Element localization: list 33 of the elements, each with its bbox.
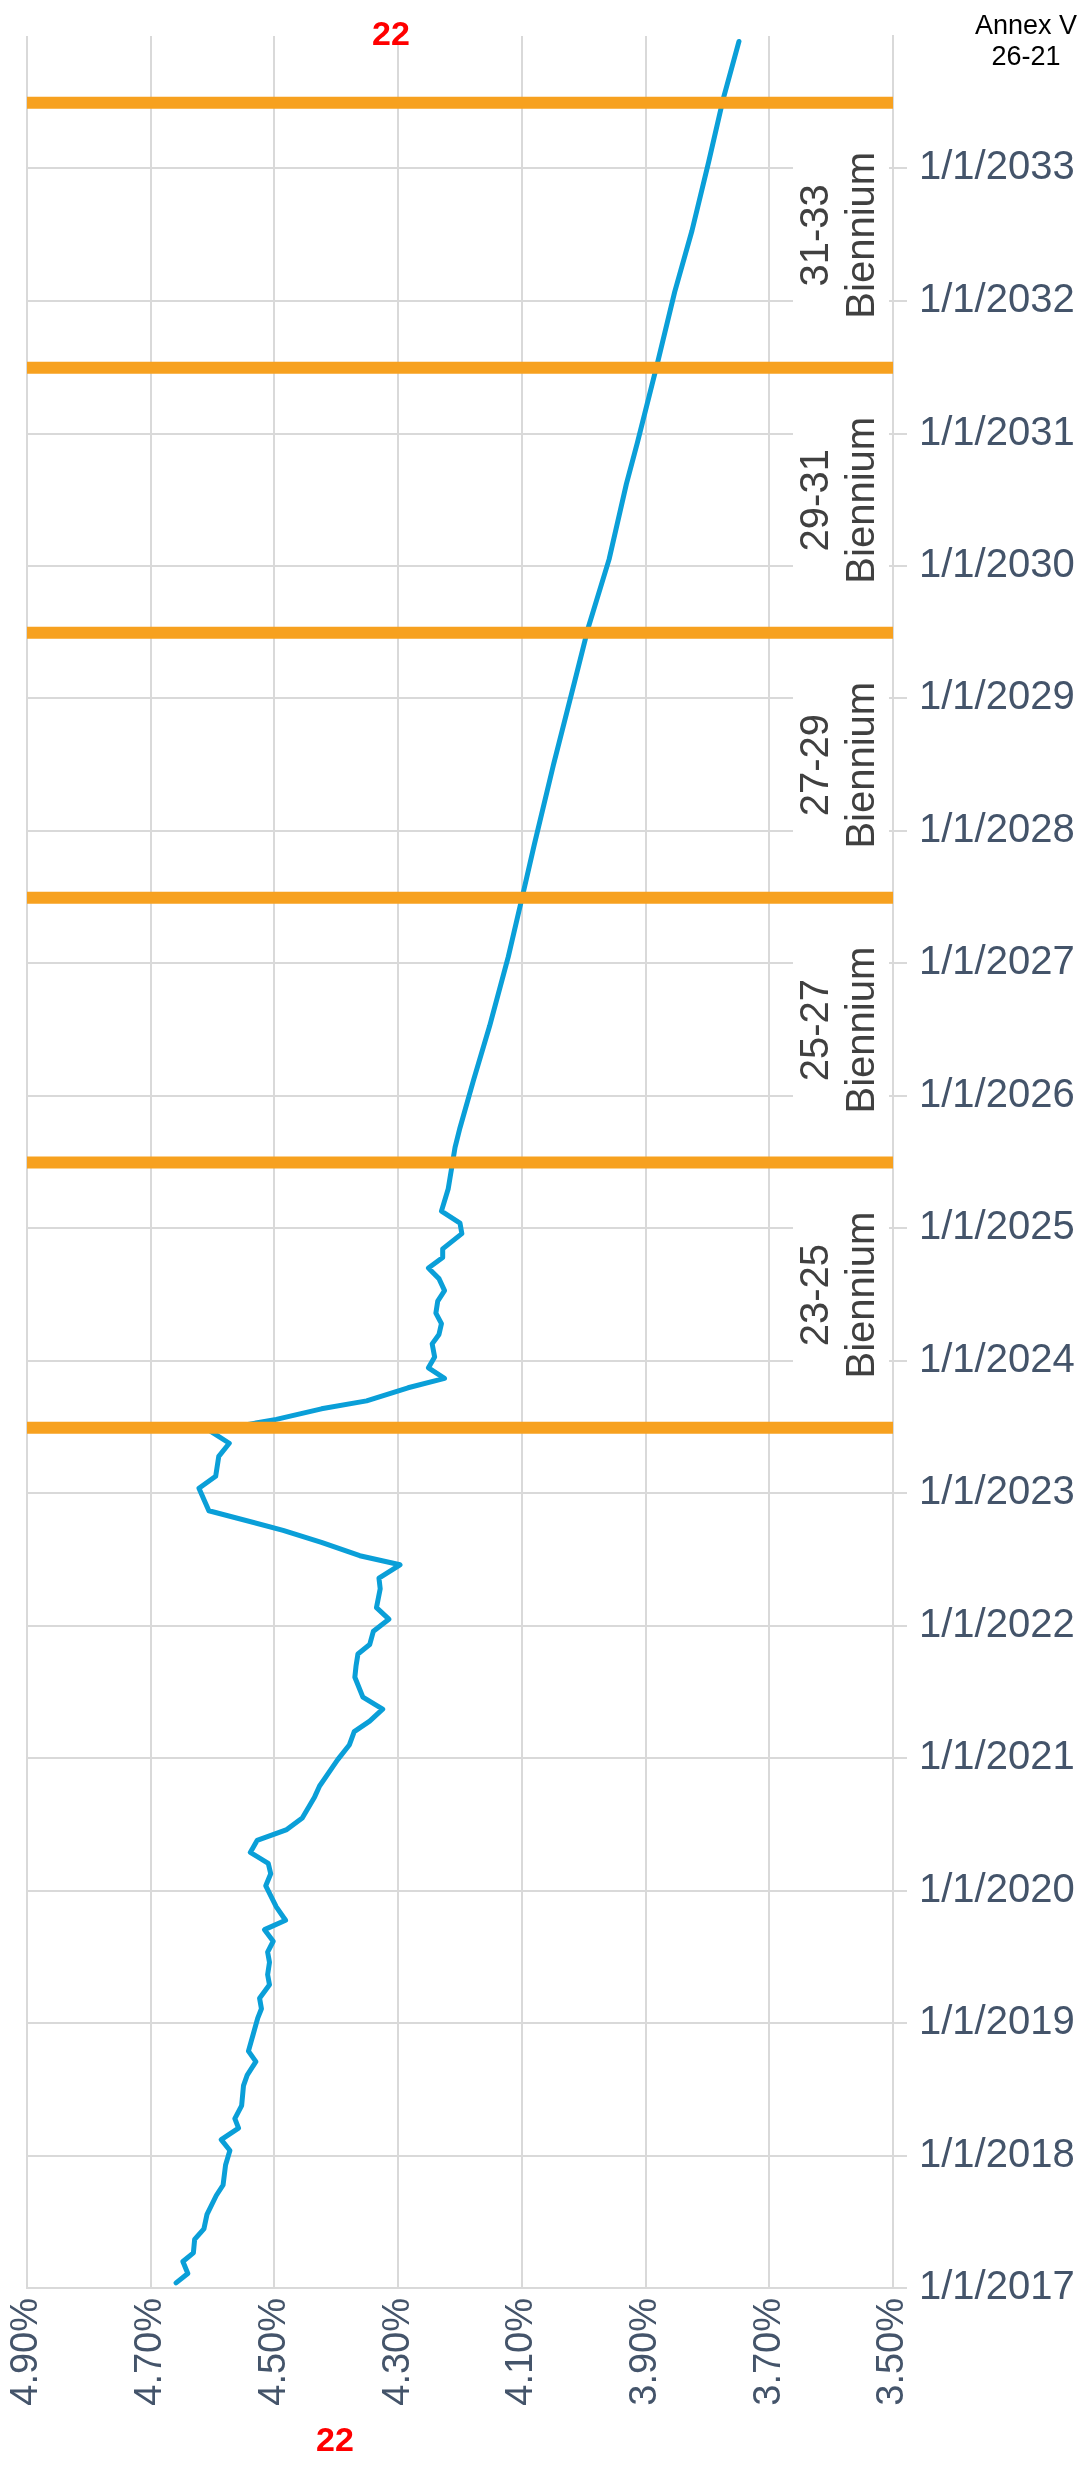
y-tick-label: 1/1/2020 — [919, 1865, 1075, 1910]
y-tick-label: 1/1/2023 — [919, 1468, 1075, 1513]
annotation: 23-25 Biennium — [792, 1211, 883, 1379]
y-tick-label: 1/1/2017 — [919, 2263, 1075, 2308]
annotation: 22 — [372, 14, 410, 54]
y-tick-label: 1/1/2026 — [919, 1070, 1075, 1115]
x-tick-label: 4.10% — [498, 2298, 541, 2406]
x-tick-label: 4.30% — [374, 2298, 417, 2406]
annotation: 29-31 Biennium — [792, 416, 883, 584]
y-tick-label: 1/1/2032 — [919, 276, 1075, 321]
x-tick-label: 3.70% — [745, 2298, 788, 2406]
annotation: 25-27 Biennium — [792, 946, 883, 1114]
y-tick-label: 1/1/2018 — [919, 2130, 1075, 2175]
y-tick-label: 1/1/2025 — [919, 1203, 1075, 1248]
annotation: 31-33 Biennium — [792, 151, 883, 319]
y-tick-label: 1/1/2033 — [919, 143, 1075, 188]
x-tick-label: 4.90% — [3, 2298, 46, 2406]
y-tick-label: 1/1/2024 — [919, 1335, 1075, 1380]
x-tick-label: 4.50% — [250, 2298, 293, 2406]
y-tick-label: 1/1/2027 — [919, 938, 1075, 983]
y-tick-label: 1/1/2028 — [919, 806, 1075, 851]
y-tick-label: 1/1/2022 — [919, 1600, 1075, 1645]
x-tick-label: 4.70% — [127, 2298, 170, 2406]
y-tick-label: 1/1/2030 — [919, 540, 1075, 585]
y-tick-label: 1/1/2019 — [919, 1998, 1075, 2043]
annotation: 27-29 Biennium — [792, 681, 883, 849]
x-tick-label: 3.90% — [622, 2298, 665, 2406]
text: Annex V 26-21 — [975, 10, 1078, 73]
x-tick-label: 3.50% — [869, 2298, 912, 2406]
y-tick-label: 1/1/2029 — [919, 673, 1075, 718]
text: 22 — [316, 2420, 354, 2460]
y-tick-label: 1/1/2021 — [919, 1733, 1075, 1778]
y-tick-label: 1/1/2031 — [919, 408, 1075, 453]
